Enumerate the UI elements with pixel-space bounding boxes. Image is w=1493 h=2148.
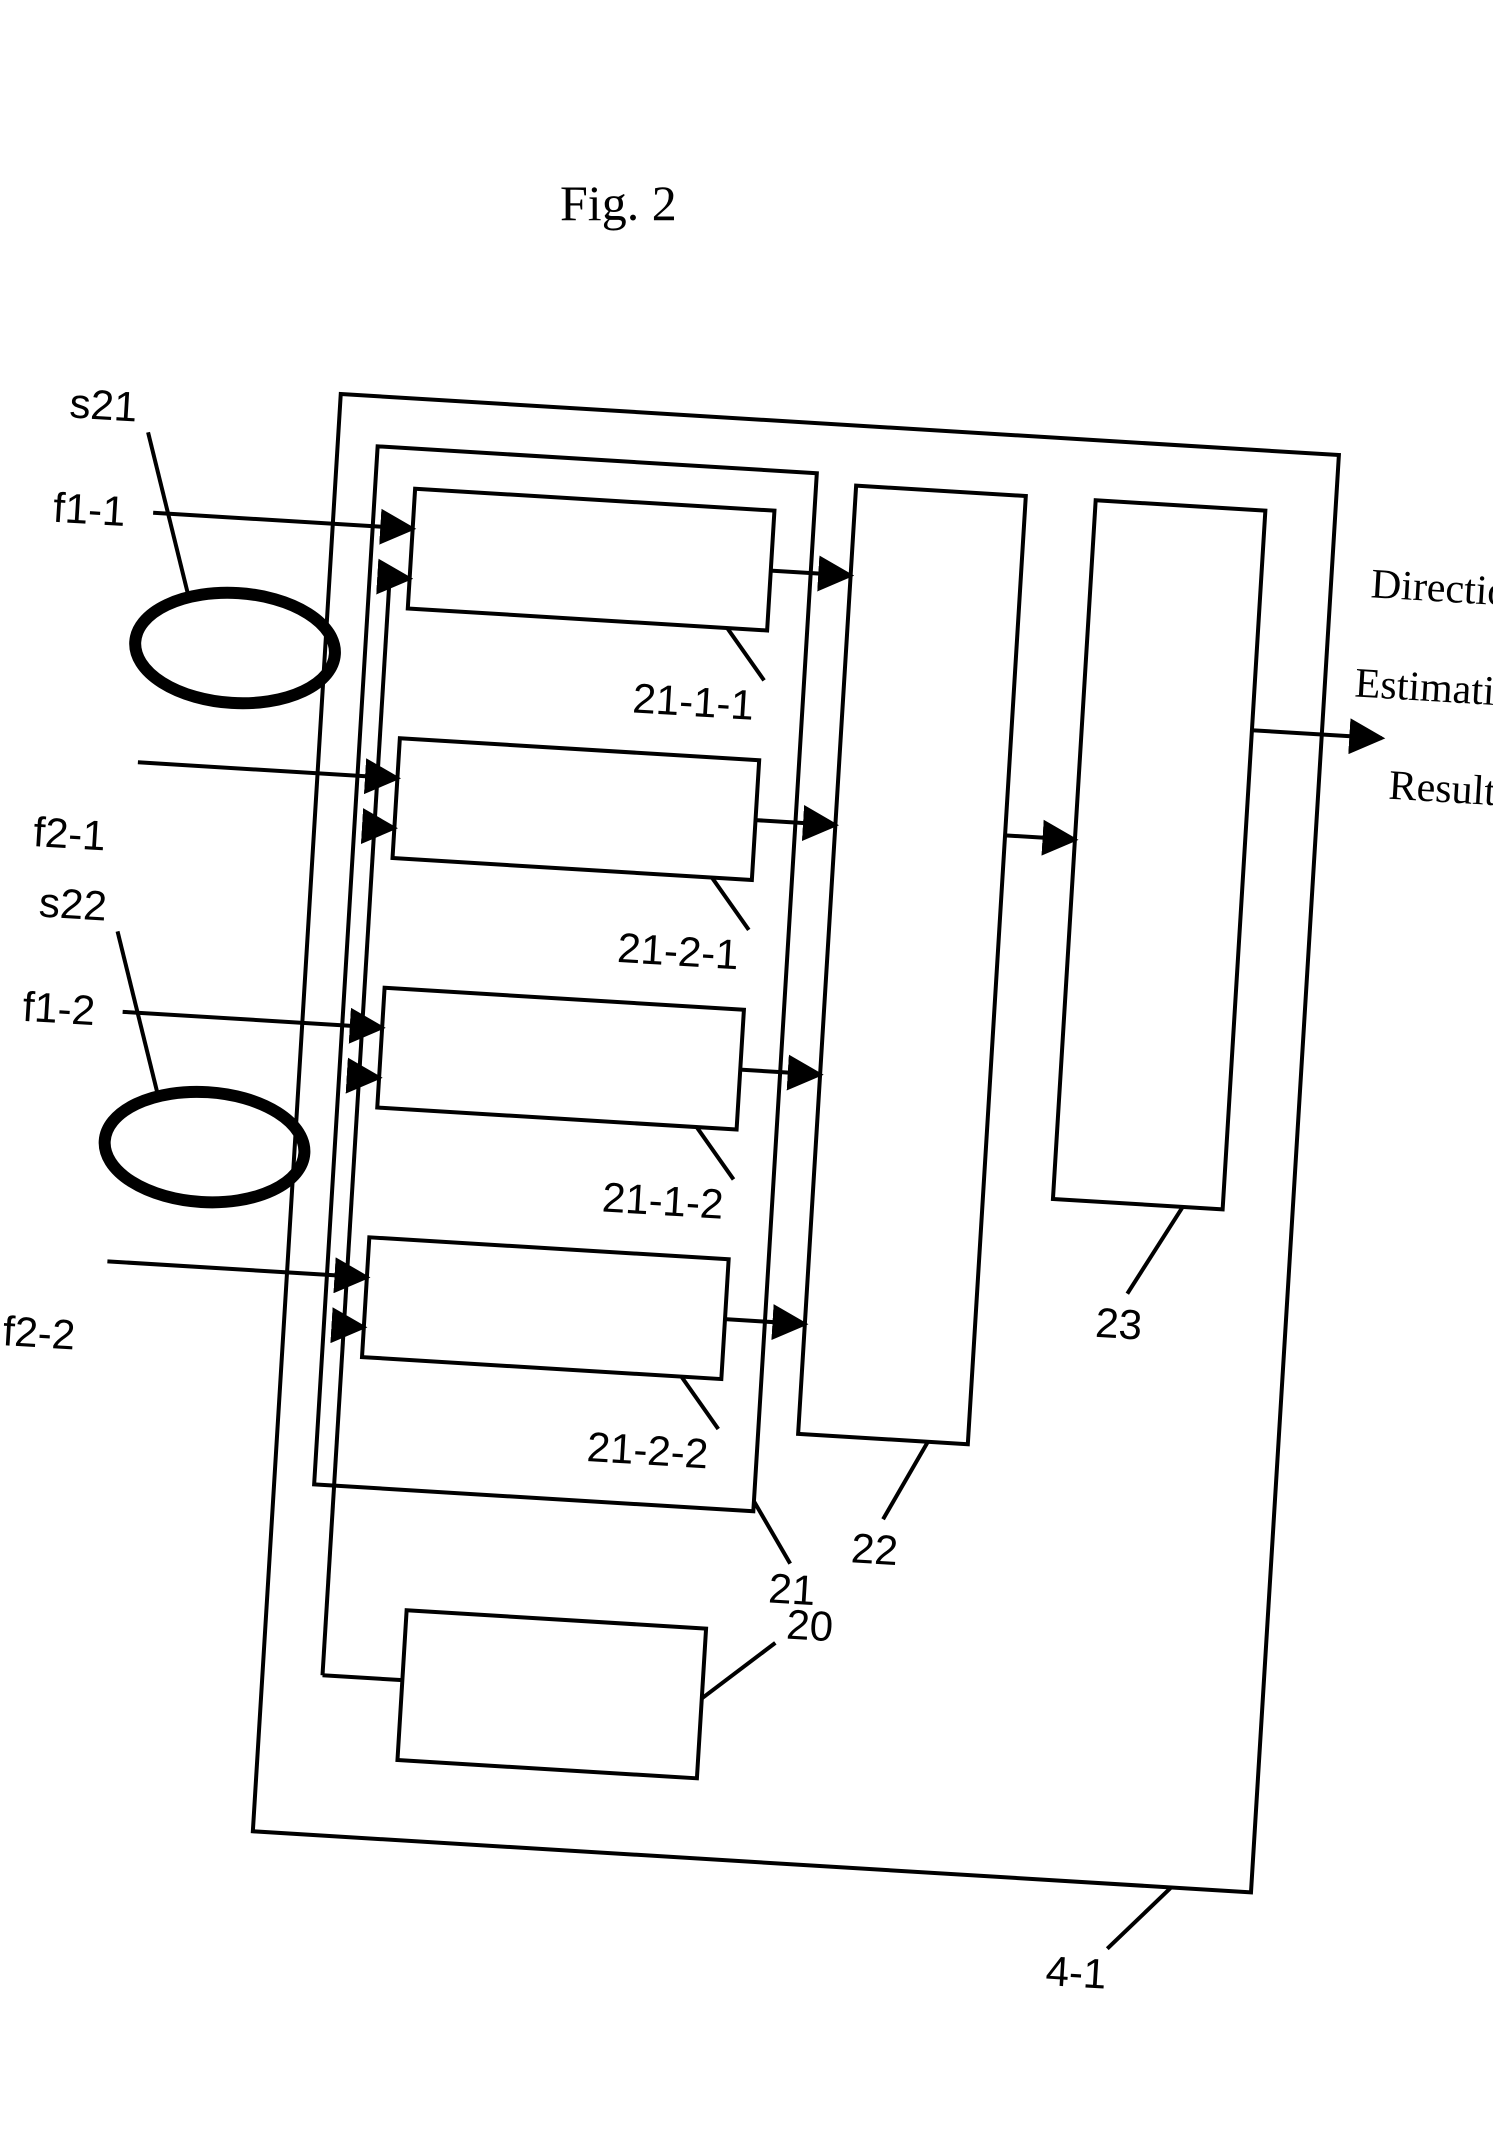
leader-conv-1 <box>709 878 752 930</box>
conv-to-mid-2 <box>740 1070 820 1075</box>
figure-diagram: Fig. 2 <box>0 0 1493 2148</box>
conv-block-3 <box>362 1237 729 1379</box>
label-f2-2: f2-2 <box>2 1307 77 1358</box>
leader-inner <box>750 1501 794 1563</box>
bus-dot-2 <box>351 1068 368 1085</box>
output-label-3: Result <box>1387 763 1493 815</box>
bus-dot-3 <box>335 1317 352 1334</box>
conv-to-mid-1 <box>756 820 836 825</box>
label-s21: s21 <box>68 380 138 431</box>
ref-out: 23 <box>1094 1299 1144 1349</box>
ref-conv-1: 21-2-1 <box>616 924 740 978</box>
output-label-1: Direction <box>1370 561 1493 617</box>
conv-block-2 <box>377 988 744 1130</box>
ref-conv-3: 21-2-2 <box>586 1423 710 1477</box>
label-f1-1: f1-1 <box>52 484 127 535</box>
label-s22: s22 <box>38 879 108 930</box>
conv-to-mid-0 <box>771 571 851 576</box>
out-arrow <box>1252 730 1382 738</box>
bus-tap-0 <box>390 577 410 578</box>
out-block <box>1053 500 1265 1209</box>
ref-conv-2: 21-1-2 <box>601 1173 725 1227</box>
bus-horizontal <box>323 1675 403 1680</box>
leader-outer <box>1107 1884 1171 1953</box>
ref-mid: 22 <box>850 1524 900 1574</box>
ref-bottom: 20 <box>785 1601 835 1651</box>
leader-bottom <box>702 1639 776 1703</box>
leader-conv-2 <box>694 1127 737 1179</box>
output-label-2: Estimation <box>1354 660 1493 717</box>
input-group-ellipse-1 <box>101 1086 307 1208</box>
conv-to-mid-3 <box>725 1319 805 1324</box>
label-f1-2: f1-2 <box>21 983 96 1034</box>
mid-block <box>798 486 1026 1445</box>
bus-vertical <box>323 577 390 1675</box>
conv-block-1 <box>393 738 760 880</box>
figure-title: Fig. 2 <box>560 175 677 231</box>
conv-block-0 <box>408 489 775 631</box>
label-f2-1: f2-1 <box>32 808 107 859</box>
leader-conv-3 <box>678 1377 721 1429</box>
bottom-block <box>397 1610 706 1778</box>
ref-outer: 4-1 <box>1044 1947 1107 1998</box>
leader-conv-0 <box>724 628 767 680</box>
input-group-ellipse-0 <box>132 587 338 709</box>
mid-to-out <box>1005 835 1075 839</box>
bus-dot-1 <box>366 818 383 835</box>
ref-conv-0: 21-1-1 <box>631 674 755 728</box>
leader-out <box>1127 1204 1182 1297</box>
leader-mid <box>883 1439 928 1521</box>
